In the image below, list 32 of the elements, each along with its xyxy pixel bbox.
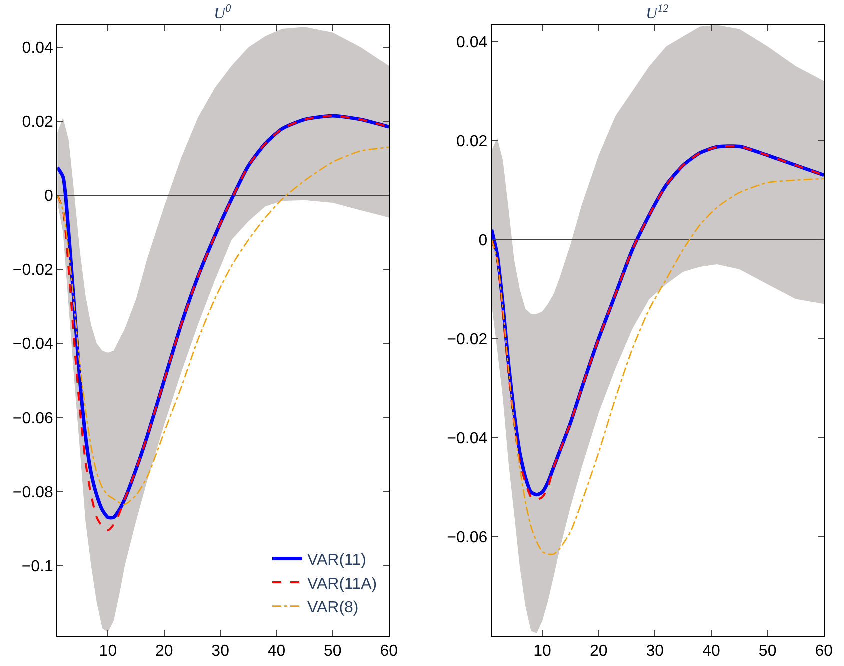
x-tick-label: 30 <box>212 643 230 660</box>
y-tick-label: 0.02 <box>456 133 488 150</box>
y-tick-label: 0 <box>44 188 54 206</box>
x-tick-label: 40 <box>268 643 286 660</box>
chart-title: U$^{0}$ <box>214 3 232 23</box>
x-tick-label: 50 <box>324 643 342 660</box>
x-tick-label: 20 <box>590 643 608 660</box>
x-tick-label: 60 <box>815 643 834 660</box>
x-tick-label: 10 <box>99 643 118 660</box>
y-tick-label: −0.02 <box>447 331 488 348</box>
x-tick-label: 30 <box>646 643 664 660</box>
y-tick-label: −0.1 <box>22 558 54 576</box>
x-tick-label: 20 <box>155 643 174 660</box>
y-tick-label: 0.04 <box>22 40 54 58</box>
chart-title: U$^{12}$ <box>646 3 670 23</box>
legend-label: VAR(11A) <box>307 576 378 593</box>
y-tick-label: −0.06 <box>447 530 488 547</box>
x-tick-label: 10 <box>534 643 552 660</box>
y-tick-label: −0.04 <box>12 336 54 354</box>
y-tick-label: −0.08 <box>12 484 54 502</box>
x-tick-label: 60 <box>380 643 398 660</box>
y-tick-label: 0.04 <box>456 34 488 52</box>
y-tick-label: −0.04 <box>447 430 488 448</box>
y-tick-label: −0.06 <box>12 410 54 428</box>
y-tick-label: −0.02 <box>12 262 54 280</box>
x-tick-label: 50 <box>758 643 777 660</box>
legend-label: VAR(11) <box>307 552 366 569</box>
x-tick-label: 40 <box>702 643 720 660</box>
y-tick-label: 0 <box>478 232 488 250</box>
line-series <box>492 178 824 555</box>
legend-label: VAR(8) <box>307 600 359 617</box>
y-tick-label: 0.02 <box>22 114 54 132</box>
